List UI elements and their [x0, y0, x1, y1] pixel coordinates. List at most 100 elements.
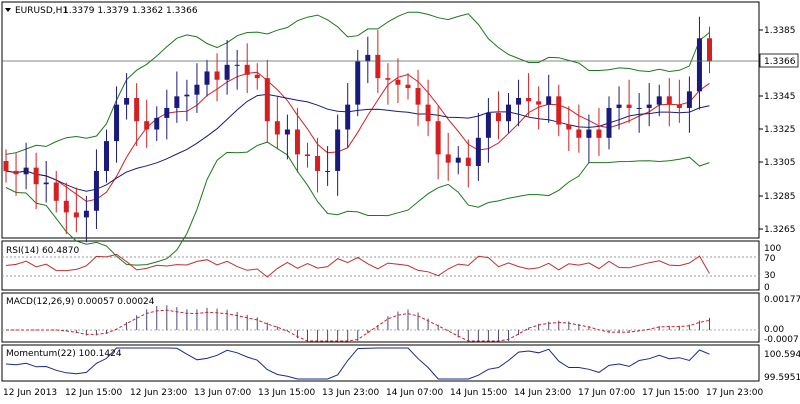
candle-body — [676, 104, 682, 108]
candle-body — [405, 84, 411, 89]
candle-body — [707, 38, 712, 62]
macd-label: MACD(12,26,9) 0.00057 0.00024 — [6, 297, 155, 307]
candle-body — [536, 101, 542, 105]
candle-body — [315, 156, 321, 171]
time-tick: 12 Jun 23:00 — [130, 388, 187, 398]
price-tick: 1.3305 — [764, 158, 796, 168]
candle-body — [626, 104, 632, 108]
candle-body — [445, 154, 451, 163]
candle-body — [83, 210, 89, 218]
macd-tick: 0.00 — [764, 325, 784, 335]
candle-body — [53, 182, 59, 201]
time-tick: 14 Jun 07:00 — [386, 388, 443, 398]
rsi-tick: 70 — [764, 254, 776, 264]
candle-body — [274, 121, 280, 135]
moving-average-fast-line — [5, 71, 710, 202]
candle-body — [124, 97, 130, 105]
rsi-indicator — [2, 253, 759, 278]
candle-body — [395, 79, 401, 85]
candle-body — [375, 54, 381, 79]
momentum-line — [5, 347, 710, 380]
time-tick: 14 Jun 15:00 — [450, 388, 507, 398]
candle-body — [586, 129, 592, 138]
candle-body — [616, 104, 622, 108]
candle-body — [566, 124, 572, 130]
time-tick: 13 Jun 07:00 — [194, 388, 251, 398]
candle-body — [696, 38, 702, 92]
candle-body — [465, 157, 471, 166]
candle-body — [104, 141, 109, 171]
symbol-label: EURUSD,H1 — [15, 6, 68, 16]
candle-body — [355, 61, 361, 105]
candle-body — [365, 54, 371, 62]
momentum-tick: 99.5951 — [764, 373, 800, 383]
candle-body — [93, 170, 99, 211]
candle-body — [234, 64, 240, 66]
candle-body — [264, 78, 270, 122]
candle-body — [214, 71, 220, 80]
candle-body — [435, 121, 441, 155]
candle-body — [506, 104, 511, 122]
rsi-label: RSI(14) 60.4870 — [6, 246, 79, 256]
candle-body — [254, 74, 260, 79]
time-tick: 12 Jun 2013 — [3, 388, 57, 398]
candle-body — [134, 97, 140, 122]
candle-body — [455, 157, 461, 163]
candle-body — [485, 112, 491, 138]
price-tick: 1.3285 — [764, 192, 796, 202]
bollinger-bands — [5, 11, 710, 266]
candle-body — [425, 104, 431, 122]
macd-indicator — [2, 305, 759, 342]
candle-body — [516, 97, 522, 105]
momentum-tick: 100.5945 — [764, 350, 800, 360]
candle-body — [325, 170, 331, 172]
momentum-indicator — [5, 347, 710, 380]
time-tick: 17 Jun 15:00 — [642, 388, 699, 398]
rsi-axis: 100 70 30 0 — [764, 244, 781, 293]
main-panel-frame — [1, 1, 760, 239]
candle-body — [576, 129, 582, 138]
current-price-tag — [759, 53, 799, 68]
rsi-line — [5, 253, 710, 278]
candle-body — [284, 129, 290, 135]
candle-body — [686, 91, 692, 108]
candle-body — [596, 129, 602, 138]
candle-body — [475, 137, 481, 166]
time-tick: 17 Jun 23:00 — [706, 388, 763, 398]
candle-body — [194, 84, 200, 95]
price-tick: 1.3385 — [764, 26, 796, 36]
rsi-tick: 100 — [764, 244, 781, 254]
collapse-triangle-icon[interactable] — [5, 8, 11, 12]
candle-body — [666, 96, 672, 105]
candle-body — [154, 117, 160, 130]
rsi-tick: 30 — [764, 271, 776, 281]
macd-signal-line — [6, 309, 710, 342]
momentum-panel-frame — [1, 344, 760, 382]
price-tick: 1.3265 — [764, 225, 796, 235]
macd-axis: 0.00177 0.00 -0.0007 — [764, 295, 800, 345]
price-tick: 1.3345 — [764, 92, 796, 102]
time-tick: 13 Jun 15:00 — [258, 388, 315, 398]
time-tick: 17 Jun 07:00 — [578, 388, 635, 398]
candle-body — [114, 104, 120, 142]
bollinger-upper-line — [5, 11, 710, 155]
time-axis: 12 Jun 2013 12 Jun 15:00 12 Jun 23:00 13… — [3, 388, 763, 398]
time-tick: 13 Jun 23:00 — [322, 388, 379, 398]
momentum-label: Momentum(22) 100.1424 — [6, 349, 122, 359]
candle-body — [224, 64, 230, 80]
candle-body — [174, 96, 180, 108]
momentum-axis: 100.5945 99.5951 — [764, 350, 800, 383]
candle-body — [164, 107, 170, 118]
macd-tick: 0.00177 — [764, 295, 800, 305]
candle-body — [63, 200, 69, 213]
candle-body — [305, 154, 310, 157]
candle-body — [144, 121, 150, 130]
candle-body — [546, 96, 552, 105]
candle-body — [184, 94, 190, 97]
candle-body — [33, 167, 39, 185]
candle-body — [204, 71, 210, 85]
candle-body — [415, 88, 421, 105]
ohlc-label: 1.3379 1.3379 1.3362 1.3366 — [63, 6, 198, 16]
candle-body — [495, 112, 501, 122]
